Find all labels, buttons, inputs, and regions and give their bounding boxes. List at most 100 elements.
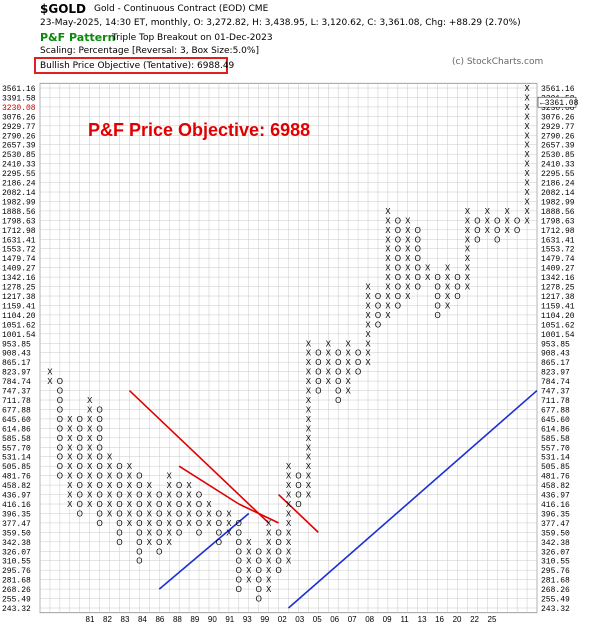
o-box: O: [97, 509, 103, 518]
x-box: X: [186, 509, 192, 518]
x-box: X: [445, 273, 451, 282]
price-tick-left: 268.26: [2, 586, 31, 595]
o-box: O: [136, 481, 142, 490]
x-box: X: [306, 453, 312, 462]
o-box: O: [236, 528, 242, 537]
x-box: X: [286, 519, 292, 528]
price-tick-right: 1982.99: [541, 198, 575, 207]
year-tick: 13: [418, 615, 427, 624]
x-box: X: [127, 491, 133, 500]
x-box: X: [286, 509, 292, 518]
x-box: X: [286, 528, 292, 537]
x-box: X: [87, 491, 93, 500]
x-box: X: [425, 273, 431, 282]
price-tick-left: 747.37: [2, 388, 31, 397]
x-box: X: [524, 207, 530, 216]
x-box: X: [266, 585, 272, 594]
x-box: X: [365, 311, 371, 320]
year-tick: 81: [86, 615, 95, 624]
x-box: X: [67, 472, 73, 481]
x-box: X: [405, 292, 411, 301]
x-box: X: [266, 547, 272, 556]
symbol-title: $GOLD: [40, 2, 87, 16]
price-tick-right: 2082.14: [541, 189, 575, 198]
price-tick-right: 2790.26: [541, 132, 575, 141]
o-box: O: [77, 509, 83, 518]
x-box: X: [87, 434, 93, 443]
x-box: X: [306, 349, 312, 358]
x-box: X: [127, 462, 133, 471]
o-box: O: [375, 320, 381, 329]
year-tick: 08: [365, 615, 374, 624]
x-box: X: [405, 264, 411, 273]
x-box: X: [167, 500, 173, 509]
price-tick-right: 1217.38: [541, 293, 575, 302]
x-box: X: [306, 424, 312, 433]
x-box: X: [167, 528, 173, 537]
o-box: O: [196, 491, 202, 500]
x-box: X: [306, 443, 312, 452]
o-box: O: [97, 500, 103, 509]
year-tick: 05: [313, 615, 322, 624]
pattern-title: P&F Pattern: [40, 31, 116, 44]
o-box: O: [335, 377, 341, 386]
price-tick-left: 1631.41: [2, 236, 36, 245]
o-box: O: [315, 377, 321, 386]
year-tick: 90: [208, 615, 217, 624]
o-box: O: [395, 301, 401, 310]
x-box: X: [107, 462, 113, 471]
o-box: O: [256, 547, 262, 556]
o-box: O: [335, 358, 341, 367]
x-box: X: [326, 339, 332, 348]
x-box: X: [87, 481, 93, 490]
ohlc-line: 23-May-2025, 14:30 ET, monthly, O: 3,272…: [40, 18, 521, 28]
o-box: O: [494, 216, 500, 225]
x-box: X: [445, 301, 451, 310]
x-box: X: [385, 264, 391, 273]
price-tick-left: 1278.25: [2, 284, 36, 293]
x-box: X: [127, 519, 133, 528]
year-tick: 86: [155, 615, 164, 624]
o-box: O: [97, 481, 103, 490]
x-box: X: [147, 509, 153, 518]
x-box: X: [306, 396, 312, 405]
year-tick: 09: [383, 615, 392, 624]
year-tick: 03: [295, 615, 304, 624]
x-box: X: [345, 387, 351, 396]
o-box: O: [474, 226, 480, 235]
price-tick-right: 1051.62: [541, 321, 575, 330]
price-tick-right: 2657.39: [541, 142, 575, 151]
o-box: O: [116, 538, 122, 547]
o-box: O: [236, 547, 242, 556]
x-box: X: [167, 472, 173, 481]
o-box: O: [57, 387, 63, 396]
o-box: O: [116, 500, 122, 509]
x-box: X: [167, 538, 173, 547]
price-tick-left: 865.17: [2, 359, 31, 368]
o-box: O: [176, 491, 182, 500]
o-box: O: [295, 500, 301, 509]
x-box: X: [127, 500, 133, 509]
price-tick-left: 243.32: [2, 605, 31, 614]
x-box: X: [405, 245, 411, 254]
x-box: X: [67, 434, 73, 443]
x-box: X: [67, 453, 73, 462]
x-box: X: [186, 519, 192, 528]
price-tick-right: 1631.41: [541, 236, 575, 245]
o-box: O: [136, 491, 142, 500]
o-box: O: [395, 245, 401, 254]
price-tick-right: 281.68: [541, 577, 570, 586]
price-tick-right: 2929.77: [541, 123, 575, 132]
x-box: X: [345, 339, 351, 348]
price-tick-right: 2530.85: [541, 151, 575, 160]
o-box: O: [136, 538, 142, 547]
o-box: O: [116, 472, 122, 481]
price-tick-right: 2186.24: [541, 180, 575, 189]
o-box: O: [395, 254, 401, 263]
x-box: X: [286, 500, 292, 509]
objective-highlight-box: [34, 57, 228, 74]
x-box: X: [306, 415, 312, 424]
price-tick-left: 711.78: [2, 397, 31, 406]
o-box: O: [355, 368, 361, 377]
o-box: O: [474, 235, 480, 244]
